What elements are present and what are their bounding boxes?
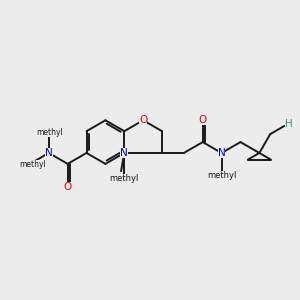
- Text: methyl: methyl: [19, 160, 46, 169]
- Text: methyl: methyl: [207, 171, 236, 180]
- Text: H: H: [286, 119, 293, 129]
- Text: N: N: [45, 148, 53, 158]
- Text: O: O: [64, 182, 72, 192]
- Text: methyl: methyl: [110, 174, 139, 183]
- Text: methyl: methyl: [36, 128, 63, 137]
- Text: N: N: [120, 148, 128, 158]
- Text: N: N: [218, 148, 226, 158]
- Text: O: O: [199, 115, 207, 124]
- Text: O: O: [139, 115, 147, 125]
